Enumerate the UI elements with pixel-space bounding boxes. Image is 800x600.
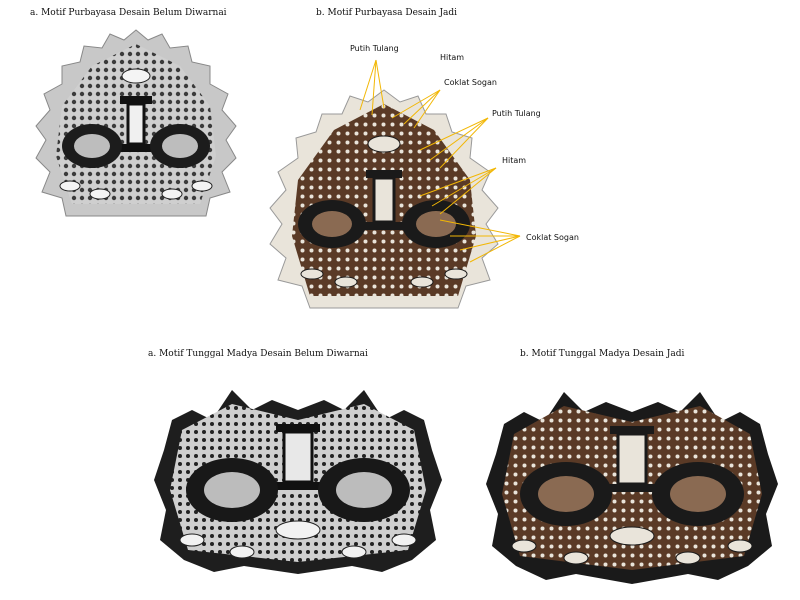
color-label-hitam-2: Hitam bbox=[502, 156, 527, 165]
caption-purbayasa-finished: b. Motif Purbayasa Desain Jadi bbox=[316, 8, 458, 18]
color-label-hitam-1: Hitam bbox=[440, 53, 465, 62]
tunggal-madya-uncolored-image bbox=[152, 380, 444, 578]
tunggal-madya-finished-image bbox=[484, 380, 780, 588]
purbayasa-finished-image bbox=[262, 84, 506, 314]
color-label-coklat-sogan-2: Coklat Sogan bbox=[526, 233, 579, 242]
color-label-putih-tulang-1: Putih Tulang bbox=[350, 44, 399, 53]
purbayasa-uncolored-image bbox=[30, 26, 242, 218]
caption-purbayasa-uncolored: a. Motif Purbayasa Desain Belum Diwarnai bbox=[30, 8, 227, 18]
color-label-putih-tulang-2: Putih Tulang bbox=[492, 109, 541, 118]
caption-tunggal-madya-uncolored: a. Motif Tunggal Madya Desain Belum Diwa… bbox=[148, 349, 368, 359]
caption-tunggal-madya-finished: b. Motif Tunggal Madya Desain Jadi bbox=[520, 349, 685, 359]
color-label-coklat-sogan-1: Coklat Sogan bbox=[444, 78, 497, 87]
